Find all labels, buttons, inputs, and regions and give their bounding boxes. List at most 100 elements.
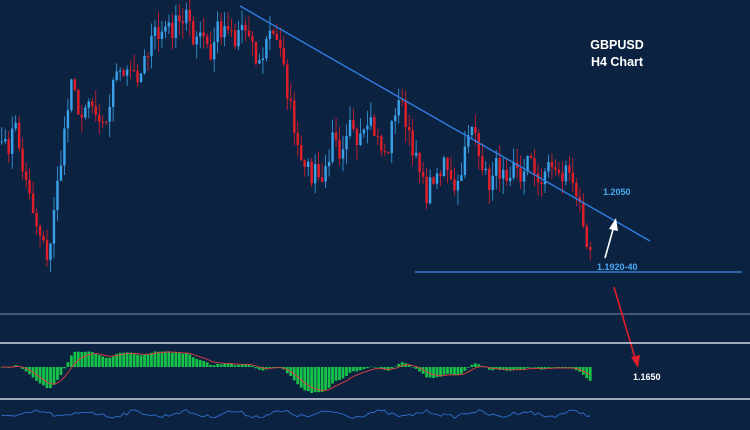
candle <box>324 155 327 189</box>
candle <box>585 222 588 249</box>
candle <box>355 126 359 161</box>
candle <box>481 143 484 176</box>
candle <box>428 169 432 206</box>
histogram-bar <box>45 367 49 389</box>
histogram-bar <box>313 367 317 393</box>
histogram-bar <box>341 367 345 379</box>
candle <box>449 156 453 181</box>
candle <box>498 145 501 192</box>
candle <box>28 168 31 200</box>
candle <box>226 12 230 35</box>
candle <box>122 67 125 77</box>
candle <box>171 13 174 50</box>
candle <box>484 161 488 175</box>
candle <box>362 128 366 138</box>
histogram-bar <box>56 367 59 381</box>
candle <box>533 149 536 187</box>
histogram-bar <box>352 367 355 372</box>
histogram-bar <box>104 357 108 367</box>
oscillator-panel <box>1 408 591 419</box>
histogram-bar <box>76 351 80 367</box>
histogram-bar <box>115 353 119 367</box>
candle <box>212 27 216 73</box>
histogram-bar <box>188 354 192 367</box>
candle <box>331 119 334 164</box>
candle <box>77 88 80 115</box>
histogram-bar <box>522 367 526 370</box>
histogram-bar <box>334 367 338 381</box>
candle <box>561 161 564 194</box>
candle <box>167 14 171 35</box>
histogram-bar <box>362 367 366 370</box>
candle <box>59 150 63 182</box>
candle <box>300 135 303 162</box>
histogram-bar <box>129 352 132 367</box>
histogram-bar <box>355 367 359 372</box>
candle <box>394 108 397 134</box>
histogram-bar <box>386 367 390 371</box>
histogram-bar <box>554 367 557 368</box>
histogram-bar <box>52 367 56 385</box>
histogram-bar <box>251 365 254 367</box>
candle <box>512 148 515 181</box>
histogram-bar <box>202 360 206 367</box>
histogram-bar <box>519 367 523 370</box>
candle <box>550 153 554 180</box>
candle <box>348 106 352 139</box>
histogram-bar <box>411 367 415 368</box>
histogram-bar <box>69 355 73 367</box>
candle <box>289 83 292 110</box>
candle <box>317 151 320 181</box>
histogram-bar <box>449 367 453 375</box>
histogram-bar <box>547 367 550 368</box>
candle <box>456 174 460 205</box>
histogram-bar <box>453 367 456 376</box>
candle <box>261 47 265 75</box>
candle <box>150 23 153 69</box>
candle <box>376 128 380 146</box>
candle <box>115 63 118 82</box>
candle <box>139 73 143 83</box>
histogram-bar <box>473 363 477 367</box>
histogram-bar <box>299 367 303 388</box>
candle <box>247 16 251 38</box>
histogram-bar <box>327 367 331 388</box>
candle <box>387 151 390 154</box>
histogram-bar <box>146 354 150 367</box>
histogram-bar <box>439 367 442 377</box>
histogram-bar <box>268 367 272 368</box>
candle <box>118 67 122 81</box>
candle <box>91 97 94 114</box>
candle <box>240 10 244 44</box>
candle <box>268 15 272 50</box>
histogram-bar <box>564 367 568 368</box>
histogram-bar <box>139 355 143 367</box>
candle <box>21 137 24 180</box>
histogram-bar <box>369 366 373 368</box>
candle <box>453 167 456 196</box>
candle <box>327 149 331 177</box>
candle <box>80 105 84 133</box>
candle <box>216 11 219 54</box>
candle <box>505 158 508 186</box>
candle <box>49 242 52 273</box>
candle <box>571 157 575 192</box>
candle <box>7 131 10 163</box>
histogram-bar <box>588 367 592 381</box>
candle <box>31 181 35 214</box>
candle <box>491 161 494 201</box>
candle <box>84 104 87 120</box>
candle <box>526 155 529 176</box>
candle <box>282 36 286 67</box>
candle <box>568 155 571 182</box>
candle <box>495 150 498 190</box>
histogram-bar <box>460 367 463 374</box>
candle <box>380 134 383 157</box>
histogram-bar <box>303 367 307 391</box>
histogram-bar <box>101 356 105 367</box>
candle <box>157 11 160 52</box>
histogram-bar <box>87 351 91 367</box>
candle <box>251 31 254 57</box>
histogram-bar <box>219 364 223 367</box>
candle <box>258 53 261 64</box>
